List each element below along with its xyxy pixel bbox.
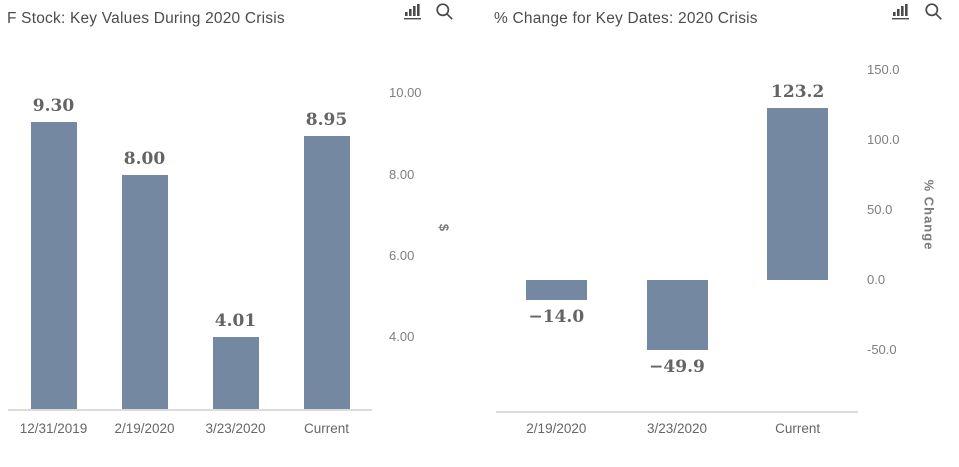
bar[interactable] <box>212 337 259 409</box>
y-tick-label: 4.00 <box>389 329 415 345</box>
bar-chart-icon[interactable] <box>892 3 912 20</box>
magnifier-icon[interactable] <box>435 2 454 21</box>
bar-value-label: 4.01 <box>214 311 257 331</box>
y-tick-label: 150.0 <box>867 62 900 77</box>
x-tick-label: Current <box>775 421 821 436</box>
bar-value-label: 8.00 <box>123 148 166 169</box>
x-axis-line <box>8 409 372 411</box>
chart-title: F Stock: Key Values During 2020 Crisis <box>7 10 285 27</box>
x-tick-label: Current <box>303 421 350 436</box>
bar-value-label: −49.9 <box>649 356 705 377</box>
x-axis-line <box>496 411 858 413</box>
bar-value-label: 123.2 <box>771 81 825 102</box>
bar[interactable] <box>121 174 168 409</box>
y-tick-label: 50.0 <box>867 202 893 217</box>
bar-value-label: 9.30 <box>32 95 75 116</box>
y-tick-label: -50.0 <box>867 342 897 357</box>
y-axis-label: $ <box>436 223 452 233</box>
x-tick-label: 3/23/2020 <box>205 421 266 436</box>
magnifier-icon[interactable] <box>924 2 943 21</box>
x-tick-label: 2/19/2020 <box>526 421 587 436</box>
bar[interactable] <box>767 107 829 280</box>
x-tick-label: 2/19/2020 <box>114 421 175 436</box>
bar-value-label: −14.0 <box>528 306 585 327</box>
y-axis-label: % Change <box>921 179 937 251</box>
bar-value-label: 8.95 <box>305 109 348 130</box>
bar[interactable] <box>525 280 587 300</box>
chart-title: % Change for Key Dates: 2020 Crisis <box>494 10 758 27</box>
y-tick-label: 0.0 <box>867 272 886 287</box>
y-tick-label: 6.00 <box>389 247 415 263</box>
x-tick-label: 3/23/2020 <box>646 421 708 436</box>
bar[interactable] <box>303 135 350 409</box>
x-tick-label: 12/31/2019 <box>19 421 88 436</box>
bar[interactable] <box>30 121 77 409</box>
bar[interactable] <box>646 280 708 350</box>
y-tick-label: 8.00 <box>389 166 415 182</box>
bar-chart-icon[interactable] <box>404 3 424 20</box>
y-tick-label: 100.0 <box>867 132 900 147</box>
y-tick-label: 10.00 <box>389 85 422 101</box>
